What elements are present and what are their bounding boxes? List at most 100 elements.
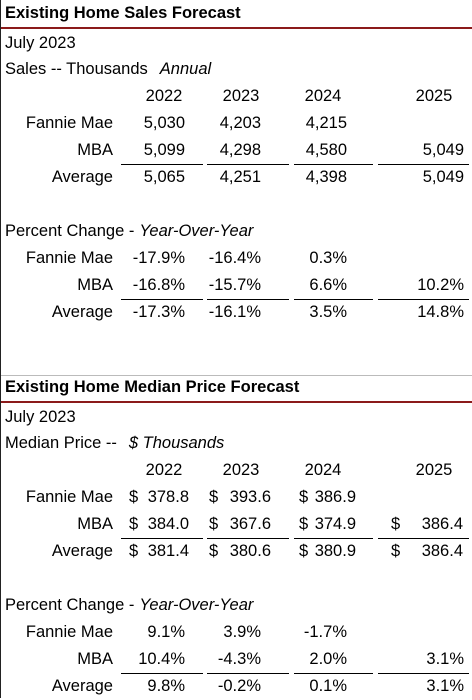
cell-value: -15.7%	[208, 276, 261, 294]
table-heading: Percent Change -	[5, 596, 135, 614]
title-underline	[1, 27, 472, 29]
subtitle-note: Annual	[159, 60, 212, 78]
cell-value: 14.8%	[417, 303, 464, 321]
cell-value: 5,049	[422, 141, 464, 159]
cell-value: 5,099	[143, 141, 185, 159]
cell-value: 9.8%	[147, 677, 185, 695]
cell-value: 0.3%	[309, 249, 347, 267]
cell-value: 378.8	[147, 488, 189, 506]
cell-value: 386.9	[314, 488, 356, 506]
total-rule	[207, 299, 289, 300]
cell-value: -16.8%	[132, 276, 185, 294]
table-heading-note: Year-Over-Year	[139, 222, 254, 240]
cell-value: 3.1%	[426, 677, 464, 695]
table-heading: Percent Change -	[5, 222, 135, 240]
cell-value: -0.2%	[217, 677, 261, 695]
year-header: 2022	[145, 461, 183, 479]
currency-sign: $	[129, 542, 139, 560]
cell-value: 386.4	[421, 542, 463, 560]
cell-value: 386.4	[421, 515, 463, 533]
total-rule	[121, 164, 203, 165]
year-header: 2025	[415, 461, 453, 479]
total-rule	[207, 673, 289, 674]
total-rule	[121, 673, 203, 674]
total-rule	[378, 673, 469, 674]
currency-sign: $	[209, 542, 219, 560]
cell-value: 3.1%	[426, 650, 464, 668]
year-header: 2023	[222, 87, 260, 105]
cell-value: 2.0%	[309, 650, 347, 668]
cell-value: 374.9	[314, 515, 356, 533]
currency-sign: $	[129, 488, 139, 506]
cell-value: -16.4%	[208, 249, 261, 267]
cell-value: 4,298	[219, 141, 261, 159]
currency-sign: $	[209, 488, 219, 506]
cell-value: 9.1%	[147, 623, 185, 641]
year-header: 2022	[145, 87, 183, 105]
cell-value: -16.1%	[208, 303, 261, 321]
currency-sign: $	[209, 515, 219, 533]
total-rule	[294, 299, 373, 300]
cell-value: 6.6%	[309, 276, 347, 294]
currency-sign: $	[391, 542, 401, 560]
total-rule	[294, 673, 373, 674]
table-heading-note: Year-Over-Year	[139, 596, 254, 614]
row-label: Fannie Mae	[25, 623, 113, 641]
cell-value: 5,065	[143, 168, 185, 186]
row-label: Average	[51, 677, 113, 695]
currency-sign: $	[299, 542, 309, 560]
cell-value: 10.2%	[417, 276, 464, 294]
cell-value: 5,030	[143, 114, 185, 132]
cell-value: 384.0	[147, 515, 189, 533]
total-rule	[121, 538, 203, 539]
cell-value: 4,203	[219, 114, 261, 132]
total-rule	[294, 164, 373, 165]
row-label: Average	[51, 168, 113, 186]
cell-value: 5,049	[422, 168, 464, 186]
row-label: MBA	[77, 515, 113, 533]
subtitle: Sales -- Thousands	[5, 60, 148, 78]
cell-value: 0.1%	[309, 677, 347, 695]
row-label: Average	[51, 303, 113, 321]
row-label: Fannie Mae	[25, 488, 113, 506]
cell-value: 3.5%	[309, 303, 347, 321]
cell-value: 393.6	[229, 488, 271, 506]
year-header: 2023	[222, 461, 260, 479]
currency-sign: $	[299, 488, 309, 506]
total-rule	[378, 164, 469, 165]
total-rule	[294, 538, 373, 539]
row-label: MBA	[77, 276, 113, 294]
cell-value: 367.6	[229, 515, 271, 533]
cell-value: 380.9	[314, 542, 356, 560]
total-rule	[207, 538, 289, 539]
total-rule	[378, 538, 469, 539]
total-rule	[121, 299, 203, 300]
date: July 2023	[5, 34, 76, 52]
subtitle: Median Price --	[5, 434, 117, 452]
total-rule	[207, 164, 289, 165]
subtitle-note: $ Thousands	[128, 434, 225, 452]
row-label: Fannie Mae	[25, 249, 113, 267]
currency-sign: $	[299, 515, 309, 533]
cell-value: 4,215	[305, 114, 347, 132]
cell-value: -17.3%	[132, 303, 185, 321]
cell-value: 380.6	[229, 542, 271, 560]
date: July 2023	[5, 408, 76, 426]
currency-sign: $	[129, 515, 139, 533]
cell-value: 4,251	[219, 168, 261, 186]
year-header: 2025	[415, 87, 453, 105]
row-label: Fannie Mae	[25, 114, 113, 132]
title-underline	[1, 401, 472, 403]
row-label: MBA	[77, 650, 113, 668]
section-title: Existing Home Median Price Forecast	[5, 378, 300, 396]
section-divider	[1, 375, 472, 376]
year-header: 2024	[304, 461, 342, 479]
cell-value: 4,580	[305, 141, 347, 159]
cell-value: -17.9%	[132, 249, 185, 267]
cell-value: 10.4%	[138, 650, 185, 668]
currency-sign: $	[391, 515, 401, 533]
cell-value: 3.9%	[223, 623, 261, 641]
total-rule	[378, 299, 469, 300]
section-title: Existing Home Sales Forecast	[5, 4, 241, 22]
